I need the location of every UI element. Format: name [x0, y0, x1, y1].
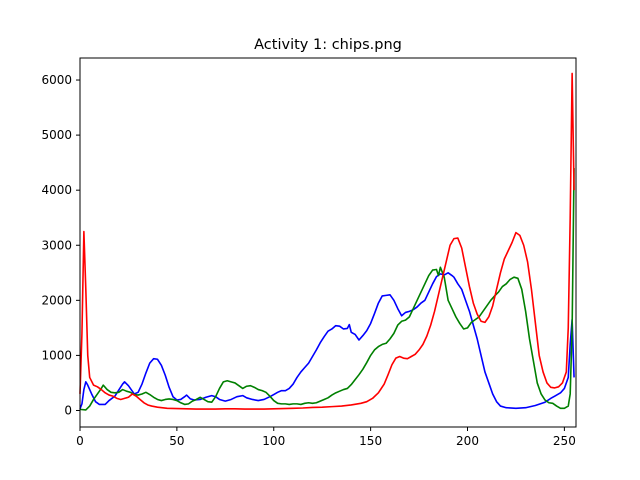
x-tick-label: 0 — [76, 434, 84, 448]
series-line-2 — [79, 72, 575, 410]
y-tick-label: 5000 — [41, 128, 72, 142]
x-axis: 0 50 100 150 200 250 — [76, 427, 576, 448]
x-tick-label: 250 — [553, 434, 576, 448]
chart-title: Activity 1: chips.png — [254, 37, 402, 53]
x-tick-label: 100 — [262, 434, 285, 448]
series-layer — [79, 72, 575, 411]
y-tick-label: 6000 — [41, 73, 72, 87]
y-axis: 0 1000 2000 3000 4000 5000 6000 — [41, 73, 80, 417]
y-tick-label: 0 — [64, 403, 72, 417]
y-tick-label: 2000 — [41, 293, 72, 307]
x-tick-label: 150 — [359, 434, 382, 448]
series-line-0 — [79, 271, 575, 410]
x-tick-label: 200 — [456, 434, 479, 448]
y-tick-label: 4000 — [41, 183, 72, 197]
x-tick-label: 50 — [169, 434, 184, 448]
y-tick-label: 1000 — [41, 348, 72, 362]
plot-frame — [79, 57, 577, 428]
y-tick-label: 3000 — [41, 238, 72, 252]
